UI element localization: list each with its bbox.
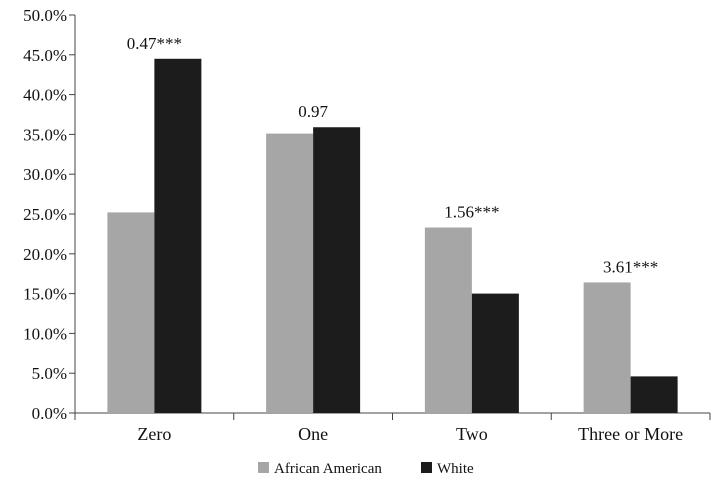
legend: African American White: [258, 461, 474, 477]
legend-label-african-american: African American: [274, 461, 382, 477]
y-axis: 0.0% 5.0% 10.0% 15.0% 20.0% 25.0% 30.0% 35.0% 40…: [23, 6, 76, 423]
x-category-label: Three or More: [578, 424, 683, 444]
y-tick-label: 40.0%: [23, 86, 67, 105]
bar-african-american: [424, 227, 472, 413]
bars: [107, 58, 678, 414]
y-tick-label: 20.0%: [23, 245, 67, 264]
y-tick-label: 35.0%: [23, 125, 67, 144]
x-category-label: Two: [456, 424, 488, 444]
y-tick-label: 25.0%: [23, 205, 67, 224]
bar-white: [154, 58, 202, 413]
bar-annotations: 0.47*** 0.97 1.56*** 3.61***: [127, 34, 659, 277]
bar-annotation: 0.47***: [127, 34, 182, 53]
bar-white: [313, 127, 361, 414]
bar-african-american: [583, 282, 631, 413]
y-tick-label: 50.0%: [23, 6, 67, 25]
y-tick-label: 10.0%: [23, 324, 67, 343]
y-tick-label: 5.0%: [32, 364, 67, 383]
x-category-label: Zero: [137, 424, 171, 444]
bar-african-american: [107, 212, 155, 413]
bar-african-american: [266, 133, 314, 413]
bar-annotation: 1.56***: [444, 203, 499, 222]
bar-annotation: 3.61***: [603, 257, 658, 276]
legend-swatch-african-american: [258, 462, 269, 473]
y-tick-label: 15.0%: [23, 285, 67, 304]
legend-swatch-white: [421, 462, 432, 473]
bar-annotation: 0.97: [298, 102, 328, 121]
bar-white: [630, 376, 678, 413]
y-tick-label: 45.0%: [23, 46, 67, 65]
x-axis: Zero One Two Three or More: [74, 412, 711, 444]
y-tick-label: 30.0%: [23, 165, 67, 184]
legend-label-white: White: [437, 461, 474, 477]
y-tick-label: 0.0%: [32, 404, 67, 423]
x-category-label: One: [298, 424, 328, 444]
bar-white: [471, 293, 519, 413]
